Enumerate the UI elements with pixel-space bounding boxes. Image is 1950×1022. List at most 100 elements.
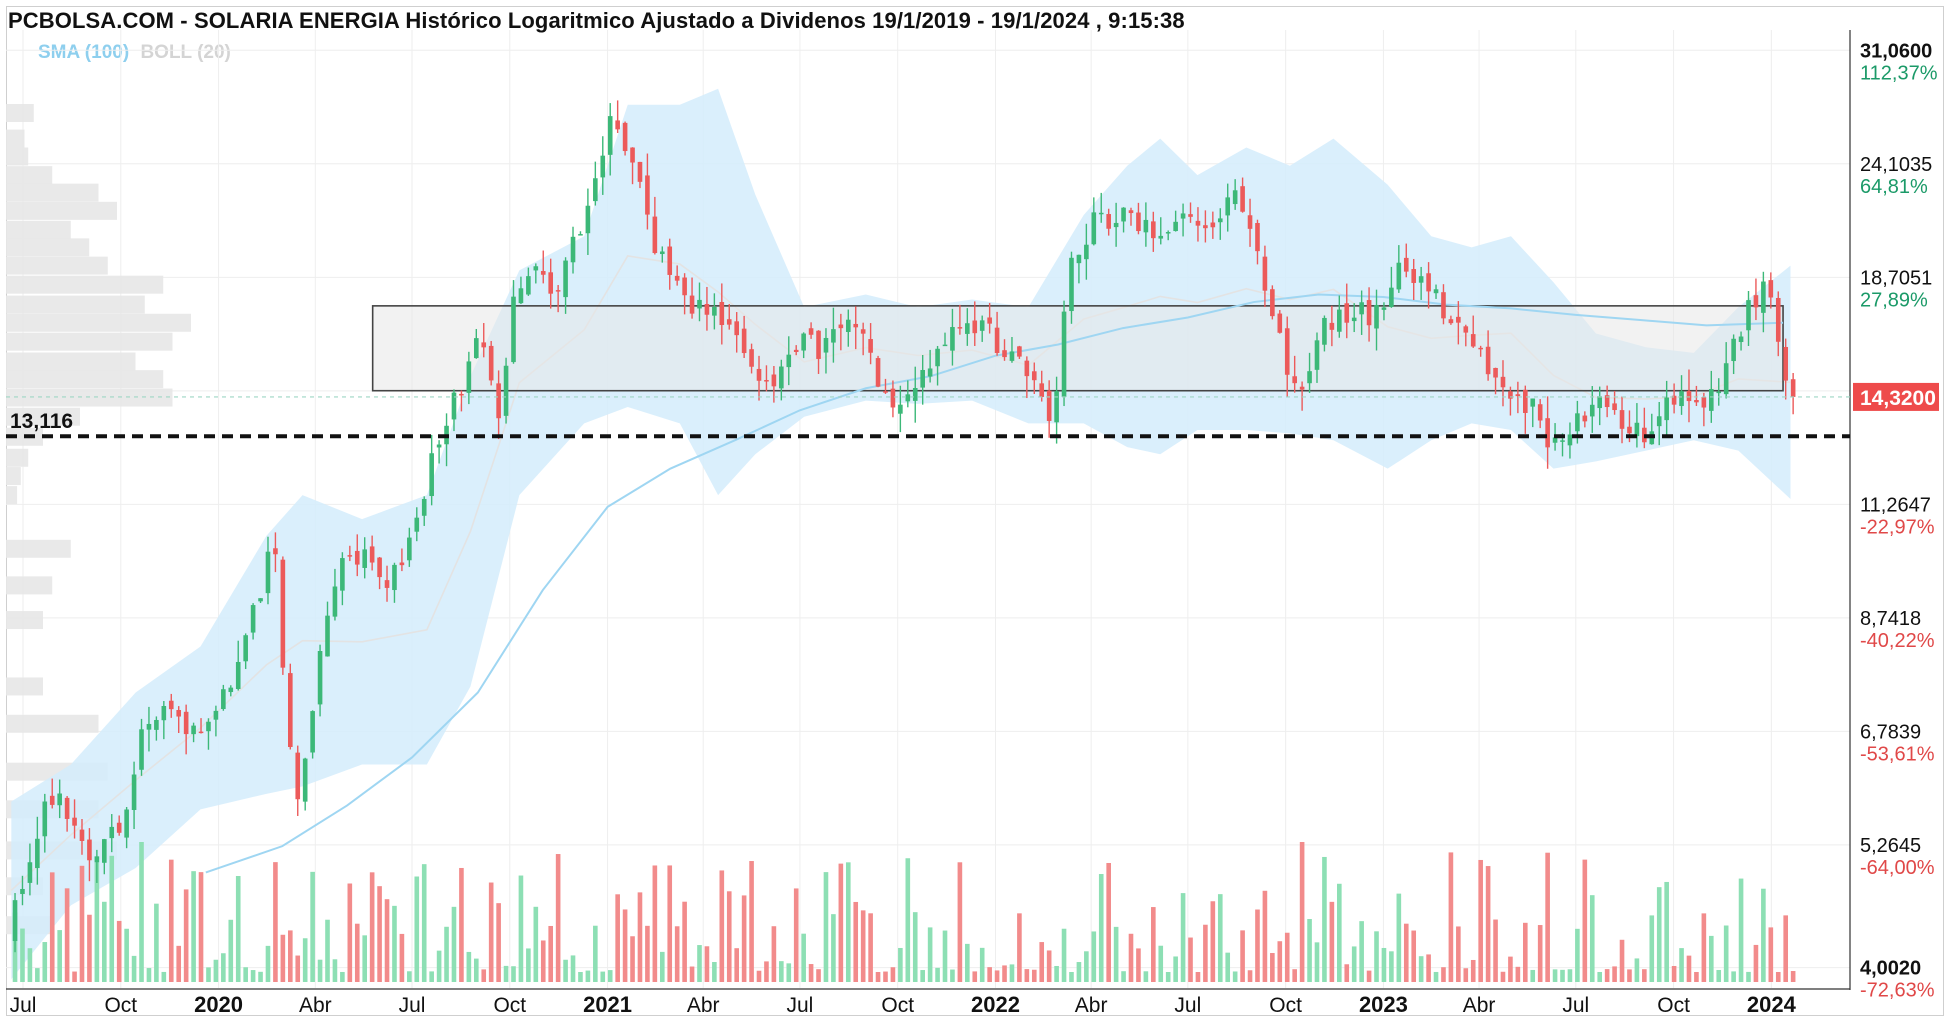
volume-profile-bar bbox=[6, 388, 173, 407]
candle-body bbox=[1210, 222, 1216, 228]
candle-body bbox=[1790, 379, 1796, 397]
volume-bar bbox=[168, 859, 174, 982]
y-tick-price: 8,7418 bbox=[1860, 608, 1921, 630]
y-tick-price: 31,0600 bbox=[1860, 40, 1932, 62]
volume-bar bbox=[392, 905, 397, 982]
candle-body bbox=[548, 272, 554, 294]
volume-bar bbox=[1180, 893, 1186, 982]
candle-body bbox=[645, 175, 650, 215]
volume-profile-bar bbox=[6, 486, 18, 505]
support-label: 13,116 bbox=[10, 410, 73, 433]
legend-sma[interactable]: SMA (100) bbox=[38, 42, 130, 63]
candle-body bbox=[1337, 309, 1342, 332]
volume-bar bbox=[1537, 925, 1543, 982]
candle-body bbox=[1039, 383, 1045, 397]
volume-bar bbox=[994, 970, 1000, 982]
volume-bar bbox=[466, 951, 472, 982]
candle-body bbox=[1560, 440, 1565, 442]
candle-body bbox=[168, 700, 174, 710]
volume-bar bbox=[637, 892, 643, 982]
candle-body bbox=[1708, 389, 1714, 411]
candle-body bbox=[1656, 416, 1662, 427]
volume-bar bbox=[1240, 930, 1245, 982]
candle-body bbox=[1106, 214, 1111, 229]
candle-body bbox=[1738, 336, 1744, 343]
candle-body bbox=[399, 562, 405, 566]
candle-body bbox=[1173, 221, 1178, 232]
volume-bar bbox=[20, 928, 25, 982]
candle-body bbox=[213, 710, 219, 720]
candle-body bbox=[1277, 313, 1283, 333]
candle-body bbox=[726, 319, 732, 325]
volume-bar bbox=[79, 865, 85, 982]
volume-bar bbox=[1671, 965, 1677, 982]
volume-bar bbox=[221, 953, 226, 982]
volume-bar bbox=[570, 955, 576, 982]
candle-body bbox=[57, 793, 62, 806]
volume-bar bbox=[384, 899, 390, 982]
volume-bar bbox=[1225, 952, 1231, 982]
x-tick-label: Abr bbox=[1463, 994, 1496, 1017]
x-tick-label: 2022 bbox=[971, 992, 1020, 1017]
volume-bar bbox=[1195, 972, 1201, 982]
volume-bar bbox=[682, 901, 687, 982]
volume-bar bbox=[94, 862, 100, 982]
volume-bar bbox=[399, 933, 405, 982]
x-tick-label: Abr bbox=[299, 994, 332, 1017]
volume-bar bbox=[593, 925, 598, 982]
volume-bar bbox=[1612, 966, 1617, 982]
candle-body bbox=[615, 120, 620, 130]
volume-bar bbox=[1433, 971, 1439, 982]
volume-bar bbox=[1277, 941, 1283, 982]
candle-body bbox=[407, 537, 412, 561]
volume-bar bbox=[1039, 942, 1045, 982]
volume-bar bbox=[1679, 948, 1684, 982]
volume-bar bbox=[526, 948, 531, 982]
candle-body bbox=[801, 333, 806, 351]
candle-body bbox=[764, 380, 769, 382]
candle-body bbox=[384, 580, 390, 588]
volume-profile-bar bbox=[6, 313, 191, 332]
volume-bar bbox=[64, 888, 70, 982]
volume-profile-bar bbox=[6, 467, 21, 486]
candle-body bbox=[1597, 396, 1603, 409]
volume-bar bbox=[942, 930, 948, 982]
legend-boll[interactable]: BOLL (20) bbox=[140, 42, 231, 63]
candle-body bbox=[622, 122, 628, 152]
candle-body bbox=[756, 368, 762, 381]
volume-bar bbox=[213, 959, 219, 982]
volume-bar bbox=[511, 966, 516, 982]
volume-bar bbox=[704, 946, 710, 982]
candle-body bbox=[1701, 397, 1707, 408]
candle-body bbox=[1418, 276, 1424, 283]
volume-profile-bar bbox=[6, 129, 25, 148]
candle-body bbox=[1314, 340, 1320, 370]
volume-bar bbox=[1470, 959, 1476, 982]
volume-bar bbox=[622, 909, 628, 982]
candle-body bbox=[912, 388, 918, 401]
volume-bar bbox=[912, 912, 918, 982]
x-tick-label: Oct bbox=[1657, 994, 1690, 1017]
candle-body bbox=[154, 719, 159, 730]
volume-bar bbox=[645, 925, 650, 982]
candle-body bbox=[1426, 273, 1431, 292]
volume-bars bbox=[12, 842, 1796, 982]
candle-body bbox=[1731, 338, 1736, 362]
candle-body bbox=[183, 711, 189, 735]
candle-body bbox=[317, 651, 323, 705]
volume-bar bbox=[533, 906, 539, 982]
chart-title: PCBOLSA.COM - SOLARIA ENERGIA Histórico … bbox=[8, 8, 1185, 33]
volume-bar bbox=[258, 971, 263, 982]
y-tick-price: 11,2647 bbox=[1860, 494, 1931, 516]
candle-body bbox=[1716, 391, 1722, 394]
volume-profile-bar bbox=[6, 275, 164, 294]
candle-body bbox=[325, 615, 330, 657]
candle-body bbox=[875, 358, 881, 387]
volume-bar bbox=[1500, 971, 1506, 982]
candle-body bbox=[518, 288, 524, 304]
volume-profile-bar bbox=[6, 147, 29, 166]
volume-bar bbox=[801, 933, 806, 982]
volume-bar bbox=[1136, 948, 1141, 982]
volume-bar bbox=[332, 959, 338, 982]
